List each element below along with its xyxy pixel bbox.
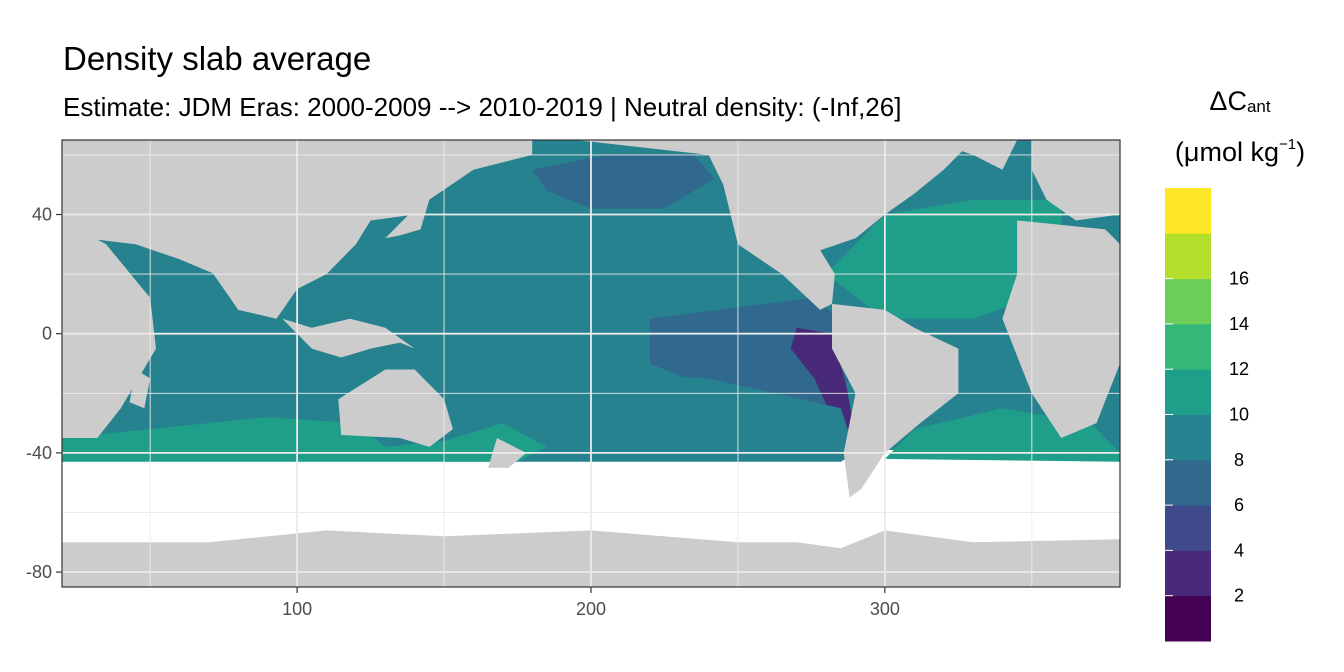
legend-break-label: 16 (1229, 269, 1249, 289)
australia-land (338, 369, 453, 447)
greenland-land (929, 140, 1018, 170)
legend-unit: (μmol kg−1) (1174, 136, 1306, 167)
indonesia-land (282, 318, 415, 358)
southern-ocean-band (62, 417, 547, 462)
legend-title: ΔCant (1209, 86, 1271, 116)
legend-break-label: 6 (1234, 495, 1244, 515)
legend-swatch (1165, 550, 1211, 597)
india-land (203, 259, 274, 310)
south-pacific-region (444, 363, 856, 462)
legend-swatch (1165, 188, 1211, 234)
legend-break-label: 4 (1234, 540, 1244, 560)
legend-swatch (1165, 459, 1211, 506)
x-tick-label: 200 (576, 599, 606, 619)
subpolar-north-pacific (532, 154, 715, 209)
chart-title: Density slab average (63, 40, 372, 77)
y-axis: 40 0 -40 -80 (26, 205, 62, 582)
legend-colorbar: 2 4 6 8 10 12 14 16 (1165, 188, 1249, 642)
y-tick-label: -40 (26, 443, 52, 463)
madagascar-land (129, 369, 151, 409)
legend-swatch (1165, 323, 1211, 370)
legend-swatch (1165, 233, 1211, 280)
gridlines (62, 140, 1120, 587)
legend-break-label: 2 (1234, 586, 1244, 606)
europe-land (1031, 140, 1120, 221)
south-america-land (832, 303, 959, 498)
y-tick-label: 40 (32, 205, 52, 225)
legend-break-label: 8 (1234, 450, 1244, 470)
north-pacific-region (385, 154, 827, 319)
chart-subtitle: Estimate: JDM Eras: 2000-2009 --> 2010-2… (63, 92, 902, 122)
legend-swatch (1165, 595, 1211, 642)
north-america-land (576, 140, 974, 310)
legend-swatch (1165, 505, 1211, 551)
legend-break-label: 14 (1229, 314, 1249, 334)
x-tick-label: 300 (870, 599, 900, 619)
legend-break-label: 12 (1229, 359, 1249, 379)
africa-land (62, 220, 156, 438)
legend-swatch (1165, 369, 1211, 415)
legend-swatch (1165, 414, 1211, 461)
y-tick-label: 0 (42, 324, 52, 344)
x-tick-label: 100 (282, 599, 312, 619)
japan-land (385, 199, 430, 239)
legend-swatch (1165, 278, 1211, 325)
x-axis: 100 200 300 (282, 587, 900, 619)
legend-break-label: 10 (1229, 405, 1249, 425)
y-tick-label: -80 (26, 562, 52, 582)
